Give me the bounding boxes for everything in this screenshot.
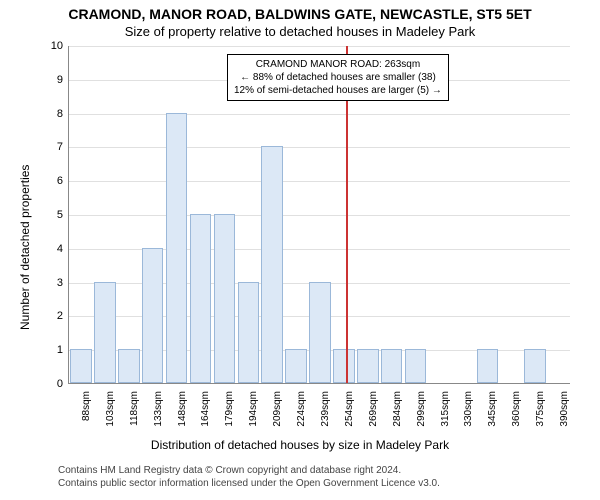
xtick-label: 299sqm [416,387,427,427]
ytick-label: 9 [57,74,69,86]
annotation-line3: 12% of semi-detached houses are larger (… [234,84,442,97]
xtick-label: 390sqm [559,387,570,427]
ytick-label: 8 [57,108,69,120]
chart-container: CRAMOND, MANOR ROAD, BALDWINS GATE, NEWC… [0,0,600,500]
x-axis-label: Distribution of detached houses by size … [0,438,600,452]
ytick-label: 7 [57,141,69,153]
ytick-label: 2 [57,310,69,322]
annotation-line1: CRAMOND MANOR ROAD: 263sqm [234,58,442,71]
annotation-box: CRAMOND MANOR ROAD: 263sqm ← 88% of deta… [227,54,449,101]
footer-line1: Contains HM Land Registry data © Crown c… [58,464,440,477]
xtick-label: 88sqm [81,387,92,421]
xtick-label: 118sqm [129,387,140,426]
xtick-label: 239sqm [320,387,331,427]
ytick-label: 5 [57,209,69,221]
bar [94,282,116,383]
footer-attribution: Contains HM Land Registry data © Crown c… [58,464,440,490]
bar [118,349,140,383]
bar [477,349,499,383]
bar [261,146,283,383]
xtick-label: 103sqm [105,387,116,427]
gridline [69,46,570,47]
chart-title-secondary: Size of property relative to detached ho… [0,24,600,39]
xtick-label: 360sqm [511,387,522,427]
xtick-label: 179sqm [224,387,235,427]
xtick-label: 209sqm [272,387,283,427]
xtick-label: 194sqm [248,387,259,427]
bar [238,282,260,383]
gridline [69,181,570,182]
gridline [69,215,570,216]
bar [190,214,212,383]
ytick-label: 1 [57,344,69,356]
bar [381,349,403,383]
footer-line2: Contains public sector information licen… [58,477,440,490]
xtick-label: 375sqm [535,387,546,427]
xtick-label: 164sqm [200,387,211,427]
chart-title-primary: CRAMOND, MANOR ROAD, BALDWINS GATE, NEWC… [0,6,600,22]
gridline [69,114,570,115]
bar [214,214,236,383]
bar [309,282,331,383]
gridline [69,147,570,148]
xtick-label: 345sqm [487,387,498,427]
xtick-label: 284sqm [392,387,403,427]
ytick-label: 0 [57,378,69,390]
xtick-label: 224sqm [296,387,307,427]
annotation-line2: ← 88% of detached houses are smaller (38… [234,71,442,84]
bar [142,248,164,383]
ytick-label: 4 [57,243,69,255]
bar [405,349,427,383]
ytick-label: 6 [57,175,69,187]
xtick-label: 254sqm [344,387,355,427]
bar [285,349,307,383]
xtick-label: 133sqm [153,387,164,427]
ytick-label: 10 [51,40,69,52]
bar [357,349,379,383]
ytick-label: 3 [57,277,69,289]
xtick-label: 148sqm [177,387,188,427]
y-axis-label: Number of detached properties [18,165,32,330]
bar [333,349,355,383]
xtick-label: 269sqm [368,387,379,427]
xtick-label: 330sqm [463,387,474,427]
bar [524,349,546,383]
xtick-label: 315sqm [440,387,451,427]
bar [166,113,188,383]
bar [70,349,92,383]
